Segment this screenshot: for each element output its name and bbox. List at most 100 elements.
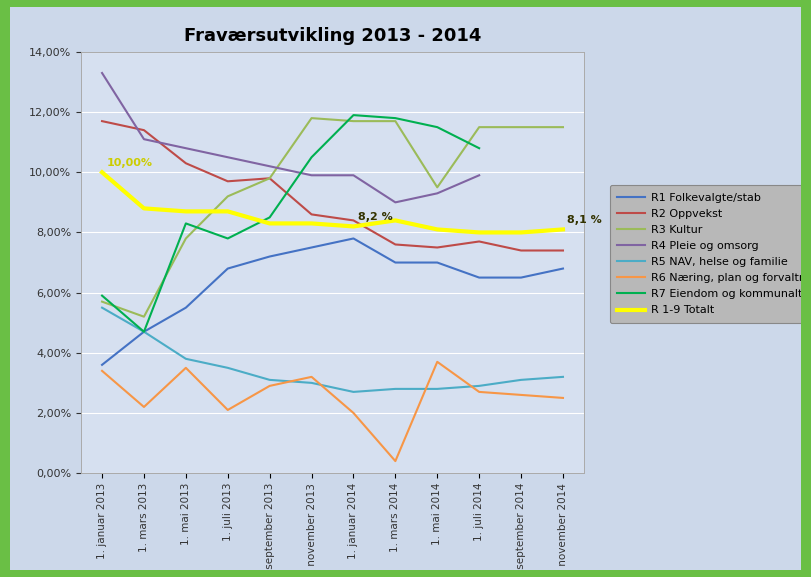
R5 NAV, helse og familie <box>264 376 274 383</box>
R2 Oppvekst <box>474 238 484 245</box>
R1 Folkevalgte/stab <box>558 265 568 272</box>
Text: 10,00%: 10,00% <box>106 158 152 168</box>
R5 NAV, helse og familie <box>474 383 484 389</box>
R6 Næring, plan og forvaltning <box>307 373 316 380</box>
R4 Pleie og omsorg <box>264 163 274 170</box>
R6 Næring, plan og forvaltning <box>390 458 400 464</box>
R5 NAV, helse og familie <box>97 304 107 311</box>
R6 Næring, plan og forvaltning <box>349 410 358 417</box>
R7 Eiendom og kommunalteknikk <box>139 328 149 335</box>
R3 Kultur <box>264 175 274 182</box>
R4 Pleie og omsorg <box>474 172 484 179</box>
R7 Eiendom og kommunalteknikk <box>264 214 274 221</box>
R5 NAV, helse og familie <box>516 376 526 383</box>
R 1-9 Totalt <box>264 220 274 227</box>
R5 NAV, helse og familie <box>432 385 442 392</box>
R5 NAV, helse og familie <box>181 355 191 362</box>
R3 Kultur <box>97 298 107 305</box>
R4 Pleie og omsorg <box>390 199 400 206</box>
R5 NAV, helse og familie <box>223 365 233 372</box>
Text: 8,1 %: 8,1 % <box>567 215 602 226</box>
R2 Oppvekst <box>264 175 274 182</box>
R5 NAV, helse og familie <box>139 328 149 335</box>
R4 Pleie og omsorg <box>307 172 316 179</box>
R6 Næring, plan og forvaltning <box>432 358 442 365</box>
R3 Kultur <box>223 193 233 200</box>
R 1-9 Totalt <box>181 208 191 215</box>
R3 Kultur <box>139 313 149 320</box>
R5 NAV, helse og familie <box>390 385 400 392</box>
Line: R5 NAV, helse og familie: R5 NAV, helse og familie <box>102 308 563 392</box>
Title: Fraværsutvikling 2013 - 2014: Fraværsutvikling 2013 - 2014 <box>184 27 481 45</box>
R 1-9 Totalt <box>474 229 484 236</box>
R 1-9 Totalt <box>558 226 568 233</box>
R5 NAV, helse og familie <box>558 373 568 380</box>
R1 Folkevalgte/stab <box>432 259 442 266</box>
R6 Næring, plan og forvaltning <box>558 395 568 402</box>
R1 Folkevalgte/stab <box>264 253 274 260</box>
R7 Eiendom og kommunalteknikk <box>390 115 400 122</box>
R3 Kultur <box>349 118 358 125</box>
Line: R6 Næring, plan og forvaltning: R6 Næring, plan og forvaltning <box>102 362 563 461</box>
R4 Pleie og omsorg <box>181 145 191 152</box>
R5 NAV, helse og familie <box>349 388 358 395</box>
R1 Folkevalgte/stab <box>516 274 526 281</box>
R2 Oppvekst <box>307 211 316 218</box>
R3 Kultur <box>307 115 316 122</box>
R6 Næring, plan og forvaltning <box>516 391 526 398</box>
R4 Pleie og omsorg <box>349 172 358 179</box>
R7 Eiendom og kommunalteknikk <box>223 235 233 242</box>
R1 Folkevalgte/stab <box>474 274 484 281</box>
R3 Kultur <box>390 118 400 125</box>
Text: 8,2 %: 8,2 % <box>358 212 393 222</box>
Line: R 1-9 Totalt: R 1-9 Totalt <box>102 173 563 233</box>
R6 Næring, plan og forvaltning <box>139 403 149 410</box>
R2 Oppvekst <box>223 178 233 185</box>
R1 Folkevalgte/stab <box>139 328 149 335</box>
R3 Kultur <box>516 123 526 130</box>
R6 Næring, plan og forvaltning <box>264 383 274 389</box>
R3 Kultur <box>558 123 568 130</box>
R7 Eiendom og kommunalteknikk <box>349 112 358 119</box>
R1 Folkevalgte/stab <box>181 304 191 311</box>
R7 Eiendom og kommunalteknikk <box>432 123 442 130</box>
R1 Folkevalgte/stab <box>349 235 358 242</box>
R6 Næring, plan og forvaltning <box>223 406 233 413</box>
R2 Oppvekst <box>432 244 442 251</box>
R3 Kultur <box>474 123 484 130</box>
R6 Næring, plan og forvaltning <box>181 365 191 372</box>
R 1-9 Totalt <box>307 220 316 227</box>
R7 Eiendom og kommunalteknikk <box>97 292 107 299</box>
R2 Oppvekst <box>558 247 568 254</box>
R2 Oppvekst <box>516 247 526 254</box>
R1 Folkevalgte/stab <box>97 361 107 368</box>
R 1-9 Totalt <box>139 205 149 212</box>
R4 Pleie og omsorg <box>223 154 233 161</box>
R3 Kultur <box>181 235 191 242</box>
Line: R3 Kultur: R3 Kultur <box>102 118 563 317</box>
R 1-9 Totalt <box>97 169 107 176</box>
R1 Folkevalgte/stab <box>223 265 233 272</box>
Line: R2 Oppvekst: R2 Oppvekst <box>102 121 563 250</box>
R1 Folkevalgte/stab <box>390 259 400 266</box>
R6 Næring, plan og forvaltning <box>97 368 107 374</box>
Line: R1 Folkevalgte/stab: R1 Folkevalgte/stab <box>102 238 563 365</box>
R 1-9 Totalt <box>223 208 233 215</box>
R4 Pleie og omsorg <box>97 70 107 77</box>
R2 Oppvekst <box>97 118 107 125</box>
R6 Næring, plan og forvaltning <box>474 388 484 395</box>
R2 Oppvekst <box>390 241 400 248</box>
Line: R4 Pleie og omsorg: R4 Pleie og omsorg <box>102 73 479 203</box>
R 1-9 Totalt <box>516 229 526 236</box>
R4 Pleie og omsorg <box>139 136 149 143</box>
R2 Oppvekst <box>139 127 149 134</box>
R7 Eiendom og kommunalteknikk <box>307 154 316 161</box>
R7 Eiendom og kommunalteknikk <box>474 145 484 152</box>
R3 Kultur <box>432 184 442 191</box>
Line: R7 Eiendom og kommunalteknikk: R7 Eiendom og kommunalteknikk <box>102 115 479 332</box>
R4 Pleie og omsorg <box>432 190 442 197</box>
R 1-9 Totalt <box>432 226 442 233</box>
R 1-9 Totalt <box>349 223 358 230</box>
R5 NAV, helse og familie <box>307 380 316 387</box>
R7 Eiendom og kommunalteknikk <box>181 220 191 227</box>
